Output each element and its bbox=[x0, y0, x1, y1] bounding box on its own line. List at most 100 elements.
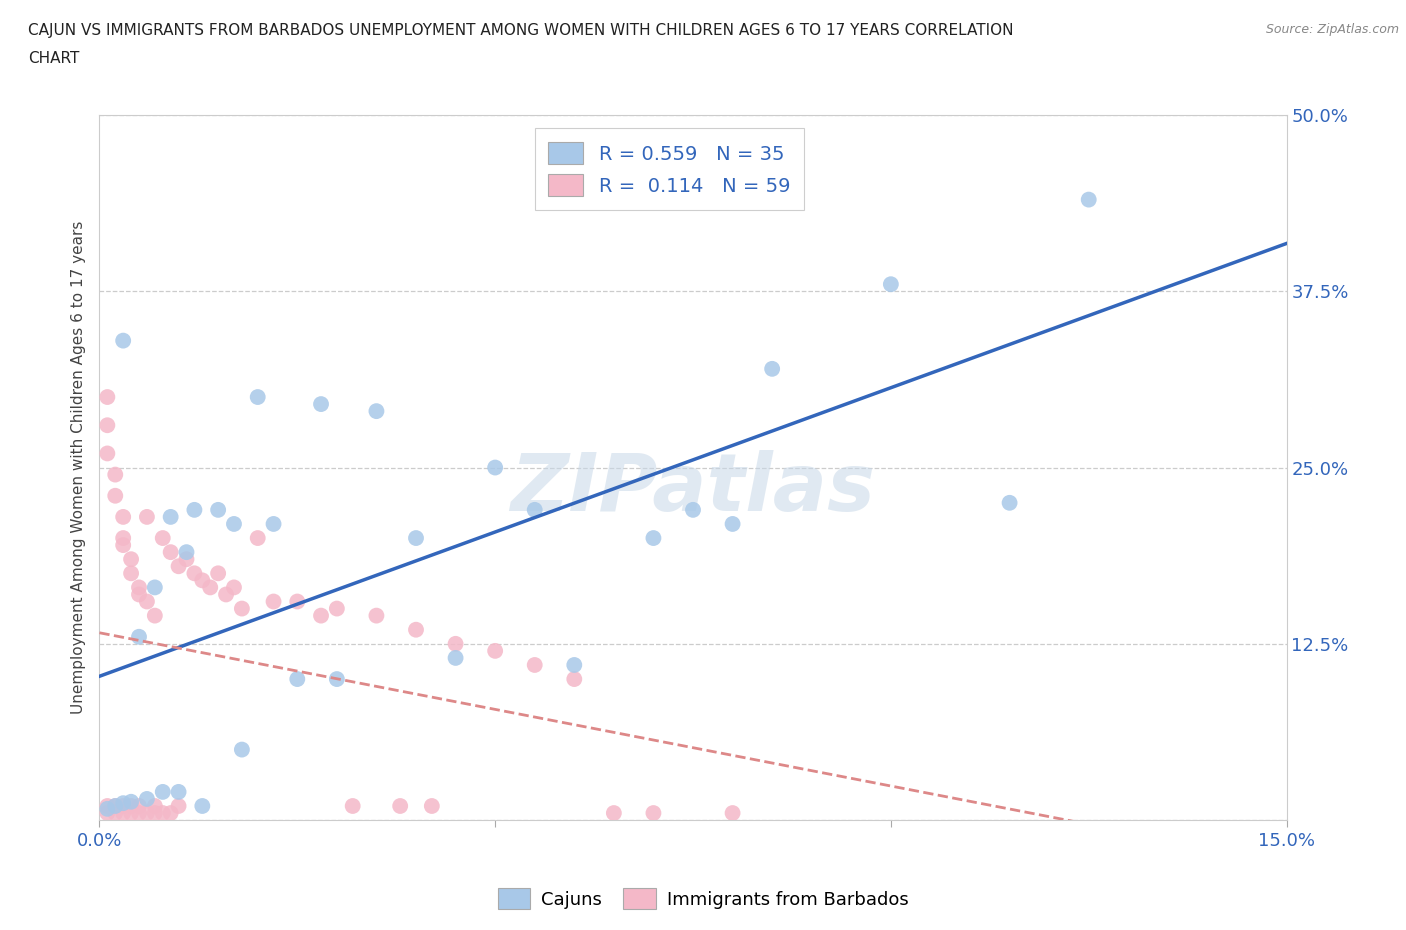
Point bbox=[263, 594, 285, 609]
Point bbox=[128, 630, 150, 644]
Point bbox=[342, 799, 364, 814]
Point bbox=[366, 404, 388, 418]
Point bbox=[143, 805, 166, 820]
Point bbox=[183, 565, 205, 580]
Point bbox=[152, 531, 174, 546]
Point bbox=[120, 805, 142, 820]
Point bbox=[167, 784, 190, 799]
Point bbox=[222, 580, 245, 595]
Point bbox=[285, 594, 308, 609]
Point bbox=[420, 799, 443, 814]
Point bbox=[721, 805, 744, 820]
Point bbox=[159, 510, 181, 525]
Point bbox=[523, 658, 546, 672]
Text: CHART: CHART bbox=[28, 51, 80, 66]
Point bbox=[231, 742, 253, 757]
Point bbox=[523, 502, 546, 517]
Point bbox=[135, 594, 157, 609]
Point bbox=[215, 587, 238, 602]
Point bbox=[112, 796, 135, 811]
Point bbox=[128, 580, 150, 595]
Point bbox=[135, 805, 157, 820]
Point bbox=[167, 559, 190, 574]
Point bbox=[128, 799, 150, 814]
Point bbox=[721, 516, 744, 531]
Point bbox=[484, 644, 506, 658]
Point bbox=[120, 794, 142, 809]
Point bbox=[309, 608, 332, 623]
Point bbox=[112, 538, 135, 552]
Point bbox=[120, 799, 142, 814]
Point bbox=[112, 333, 135, 348]
Point bbox=[152, 784, 174, 799]
Point bbox=[643, 531, 665, 546]
Point bbox=[183, 502, 205, 517]
Point bbox=[562, 671, 585, 686]
Point bbox=[112, 531, 135, 546]
Point bbox=[246, 531, 269, 546]
Point bbox=[112, 510, 135, 525]
Point bbox=[643, 805, 665, 820]
Point bbox=[112, 799, 135, 814]
Point bbox=[128, 587, 150, 602]
Point bbox=[309, 397, 332, 412]
Text: ZIPatlas: ZIPatlas bbox=[510, 450, 876, 527]
Point bbox=[326, 671, 349, 686]
Point bbox=[96, 418, 118, 432]
Point bbox=[96, 390, 118, 405]
Point bbox=[120, 551, 142, 566]
Point bbox=[880, 277, 903, 292]
Point bbox=[159, 545, 181, 560]
Point bbox=[444, 636, 467, 651]
Point bbox=[484, 460, 506, 475]
Point bbox=[159, 805, 181, 820]
Point bbox=[246, 390, 269, 405]
Point bbox=[96, 805, 118, 820]
Point bbox=[222, 516, 245, 531]
Legend: Cajuns, Immigrants from Barbados: Cajuns, Immigrants from Barbados bbox=[491, 881, 915, 916]
Point bbox=[96, 799, 118, 814]
Point bbox=[104, 488, 127, 503]
Point bbox=[96, 802, 118, 817]
Point bbox=[128, 805, 150, 820]
Point bbox=[143, 608, 166, 623]
Text: CAJUN VS IMMIGRANTS FROM BARBADOS UNEMPLOYMENT AMONG WOMEN WITH CHILDREN AGES 6 : CAJUN VS IMMIGRANTS FROM BARBADOS UNEMPL… bbox=[28, 23, 1014, 38]
Point bbox=[366, 608, 388, 623]
Point bbox=[444, 650, 467, 665]
Point bbox=[405, 622, 427, 637]
Point bbox=[603, 805, 626, 820]
Point bbox=[96, 446, 118, 461]
Legend: R = 0.559   N = 35, R =  0.114   N = 59: R = 0.559 N = 35, R = 0.114 N = 59 bbox=[534, 128, 804, 210]
Point bbox=[176, 545, 198, 560]
Point bbox=[207, 565, 229, 580]
Point bbox=[1077, 193, 1099, 207]
Point bbox=[231, 601, 253, 616]
Point bbox=[104, 467, 127, 482]
Point bbox=[263, 516, 285, 531]
Point bbox=[143, 580, 166, 595]
Point bbox=[152, 805, 174, 820]
Point bbox=[191, 573, 214, 588]
Point bbox=[135, 791, 157, 806]
Point bbox=[998, 496, 1021, 511]
Point bbox=[176, 551, 198, 566]
Point bbox=[285, 671, 308, 686]
Point bbox=[207, 502, 229, 517]
Point bbox=[562, 658, 585, 672]
Point bbox=[389, 799, 412, 814]
Point bbox=[135, 510, 157, 525]
Y-axis label: Unemployment Among Women with Children Ages 6 to 17 years: Unemployment Among Women with Children A… bbox=[72, 220, 86, 714]
Point bbox=[326, 601, 349, 616]
Point bbox=[682, 502, 704, 517]
Point bbox=[120, 565, 142, 580]
Point bbox=[405, 531, 427, 546]
Point bbox=[143, 799, 166, 814]
Point bbox=[167, 799, 190, 814]
Point bbox=[191, 799, 214, 814]
Point bbox=[112, 805, 135, 820]
Point bbox=[104, 805, 127, 820]
Text: Source: ZipAtlas.com: Source: ZipAtlas.com bbox=[1265, 23, 1399, 36]
Point bbox=[761, 362, 783, 377]
Point bbox=[200, 580, 222, 595]
Point bbox=[104, 799, 127, 814]
